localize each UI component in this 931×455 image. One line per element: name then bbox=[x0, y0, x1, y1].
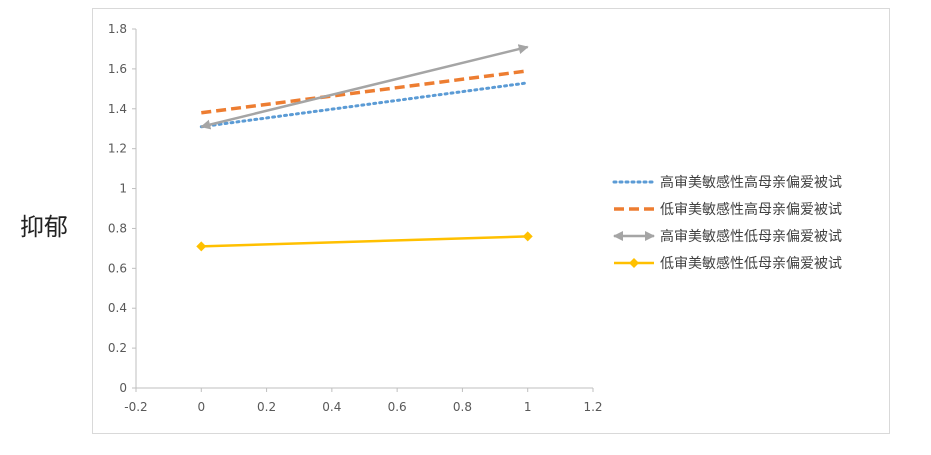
series-point-4 bbox=[196, 241, 207, 252]
x-tick-label: 1 bbox=[524, 400, 532, 414]
legend-label-1: 高审美敏感性高母亲偏爱被试 bbox=[660, 174, 842, 191]
y-axis-label: 抑郁 bbox=[20, 213, 68, 241]
x-tick-label: 0.4 bbox=[322, 400, 341, 414]
y-tick-label: 0.4 bbox=[108, 301, 127, 315]
x-tick-label: -0.2 bbox=[124, 400, 147, 414]
legend-label-3: 高审美敏感性低母亲偏爱被试 bbox=[660, 228, 842, 245]
series-line-3 bbox=[200, 44, 529, 130]
series-line-2 bbox=[201, 69, 528, 115]
x-tick-label: 0.8 bbox=[453, 400, 472, 414]
x-tick-label: 0.6 bbox=[388, 400, 407, 414]
y-tick-label: 0.8 bbox=[108, 221, 127, 235]
y-tick-label: 0.6 bbox=[108, 261, 127, 275]
y-tick-label: 1.2 bbox=[108, 142, 127, 156]
legend-label-4: 低审美敏感性低母亲偏爱被试 bbox=[660, 255, 842, 272]
series-line-4 bbox=[201, 235, 528, 248]
y-tick-label: 1 bbox=[119, 182, 127, 196]
y-tick-label: 1.8 bbox=[108, 22, 127, 36]
x-tick-label: 0.2 bbox=[257, 400, 276, 414]
series-point-4 bbox=[522, 231, 533, 242]
y-tick-label: 0.2 bbox=[108, 341, 127, 355]
legend-label-2: 低审美敏感性高母亲偏爱被试 bbox=[660, 201, 842, 218]
y-tick-label: 0 bbox=[119, 381, 127, 395]
y-tick-label: 1.4 bbox=[108, 102, 127, 116]
chart-frame bbox=[92, 8, 890, 434]
legend-marker-4 bbox=[629, 258, 639, 268]
y-tick-label: 1.6 bbox=[108, 62, 127, 76]
x-tick-label: 0 bbox=[197, 400, 205, 414]
x-tick-label: 1.2 bbox=[583, 400, 602, 414]
